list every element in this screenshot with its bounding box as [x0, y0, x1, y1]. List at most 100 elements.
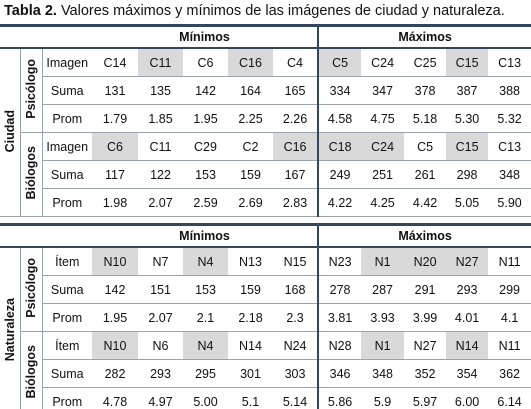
row-label: Imagen	[42, 132, 92, 161]
min-cell: 168	[273, 275, 319, 304]
max-cell: 5.05	[446, 188, 489, 217]
min-cell: 159	[228, 275, 273, 304]
max-cell: 4.22	[317, 188, 362, 217]
min-cell: 301	[228, 359, 273, 388]
group-label: Biólogos	[20, 331, 43, 409]
title-label: Tabla 2.	[4, 3, 57, 19]
min-cell: N7	[138, 247, 183, 276]
min-cell: 4.97	[138, 387, 183, 409]
min-cell: 1.95	[92, 303, 138, 332]
max-cell: 249	[317, 160, 362, 189]
max-cell: C13	[488, 48, 531, 77]
min-cell: C11	[138, 132, 183, 161]
group-name: Psicólogo	[24, 258, 38, 318]
max-cell: C18	[317, 132, 362, 161]
max-cell: N27	[446, 247, 489, 276]
row-label: Imagen	[42, 48, 92, 77]
min-cell: N24	[273, 331, 319, 360]
data-row: Prom 1.79 1.85 1.95 2.25 2.26 4.58 4.75 5.18 5.30…	[0, 104, 531, 133]
max-cell: 388	[488, 76, 531, 105]
min-cell: 153	[183, 160, 228, 189]
max-cell: 387	[446, 76, 489, 105]
max-cell: 4.75	[361, 104, 405, 133]
min-cell: 303	[273, 359, 319, 388]
row-label: Ítem	[42, 247, 92, 276]
min-cell: N4	[183, 331, 228, 360]
min-cell: 293	[138, 359, 183, 388]
tables: Mínimos Máximos Ciudad Psicólogo Imagen C14 C1…	[0, 24, 531, 409]
max-cell: 346	[317, 359, 362, 388]
max-cell: C5	[317, 48, 362, 77]
min-cell: 135	[138, 76, 183, 105]
max-cell: 251	[361, 160, 405, 189]
max-cell: 5.18	[404, 104, 447, 133]
data-table: Mínimos Máximos Naturaleza Psicólogo Ítem N10…	[0, 223, 531, 409]
min-cell: C6	[92, 132, 138, 161]
min-cell: 131	[92, 76, 138, 105]
max-cell: 5.90	[488, 188, 531, 217]
max-cell: N14	[446, 331, 489, 360]
group-label: Psicólogo	[20, 247, 43, 332]
header-row: Mínimos Máximos	[0, 24, 531, 49]
data-row: Naturaleza Psicólogo Ítem N10 N7 N4 N13 N15 N23 N…	[0, 247, 531, 409]
header-blank	[0, 24, 92, 49]
min-header: Mínimos	[92, 24, 319, 49]
header-blank	[0, 223, 92, 248]
max-header: Máximos	[317, 223, 531, 248]
row-label: Suma	[42, 359, 92, 388]
max-cell: 287	[361, 275, 405, 304]
min-cell: 2.59	[183, 188, 228, 217]
data-row: Suma 131 135 142 164 165 334 347 378 387 388	[0, 76, 531, 105]
min-cell: 167	[273, 160, 319, 189]
row-label: Suma	[42, 76, 92, 105]
max-cell: 3.81	[317, 303, 362, 332]
min-cell: C14	[92, 48, 138, 77]
min-cell: 4.78	[92, 387, 138, 409]
min-cell: 2.3	[273, 303, 319, 332]
max-cell: 4.58	[317, 104, 362, 133]
max-cell: 4.42	[404, 188, 447, 217]
data-row: Ciudad Psicólogo Imagen C14 C11 C6 C16 C4 C5 C24 C…	[0, 48, 531, 217]
row-label: Prom	[42, 104, 92, 133]
max-cell: 5.9	[361, 387, 405, 409]
max-cell: C5	[404, 132, 447, 161]
min-cell: 5.14	[273, 387, 319, 409]
min-cell: 2.07	[138, 303, 183, 332]
min-cell: 165	[273, 76, 319, 105]
row-label: Prom	[42, 188, 92, 217]
min-cell: N10	[92, 247, 138, 276]
min-cell: 2.26	[273, 104, 319, 133]
table-title: Tabla 2. Valores máximos y mínimos de la…	[0, 0, 531, 24]
min-cell: C16	[273, 132, 319, 161]
block-name: Naturaleza	[2, 298, 17, 362]
min-cell: N10	[92, 331, 138, 360]
min-cell: 2.83	[273, 188, 319, 217]
row-label: Suma	[42, 275, 92, 304]
min-cell: N15	[273, 247, 319, 276]
min-cell: 142	[183, 76, 228, 105]
block-name: Ciudad	[2, 109, 17, 153]
min-cell: 142	[92, 275, 138, 304]
max-cell: N27	[404, 331, 447, 360]
min-cell: C2	[228, 132, 273, 161]
data-row: Prom 1.98 2.07 2.59 2.69 2.83 4.22 4.25 4.42 5.05…	[0, 188, 531, 217]
max-cell: 362	[488, 359, 531, 388]
max-cell: 6.00	[446, 387, 489, 409]
min-cell: 295	[183, 359, 228, 388]
group-label: Biólogos	[20, 132, 43, 217]
min-header: Mínimos	[92, 223, 319, 248]
max-cell: 348	[361, 359, 405, 388]
max-cell: 4.25	[361, 188, 405, 217]
max-cell: N11	[488, 247, 531, 276]
min-cell: C16	[228, 48, 273, 77]
data-row: Biólogos Imagen C6 C11 C29 C2 C16 C18 C24 C5 C15 C1…	[0, 132, 531, 217]
max-cell: 293	[446, 275, 489, 304]
max-cell: 334	[317, 76, 362, 105]
header-row: Mínimos Máximos	[0, 223, 531, 248]
max-cell: C15	[446, 132, 489, 161]
group-name: Psicólogo	[24, 59, 38, 119]
min-cell: 122	[138, 160, 183, 189]
max-cell: C15	[446, 48, 489, 77]
max-cell: 378	[404, 76, 447, 105]
